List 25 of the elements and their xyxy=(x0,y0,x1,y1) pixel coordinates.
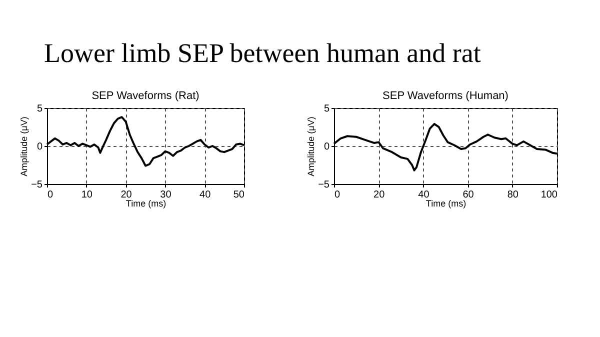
chart-title: SEP Waveforms (Human) xyxy=(382,90,508,102)
x-tick-label: 40 xyxy=(200,190,212,200)
y-tick-label: 5 xyxy=(36,104,43,114)
y-tick-label: −5 xyxy=(31,180,43,190)
x-tick-label: 20 xyxy=(374,190,386,200)
y-axis-title: Amplitude (μV) xyxy=(306,116,316,176)
x-tick-label: 80 xyxy=(507,190,519,200)
x-tick-label: 60 xyxy=(462,190,474,200)
x-tick-label: 0 xyxy=(48,190,54,200)
y-tick-label: −5 xyxy=(318,180,330,190)
x-tick-label: 50 xyxy=(233,190,245,200)
x-tick-label: 30 xyxy=(160,190,172,200)
x-tick-label: 40 xyxy=(418,190,430,200)
x-axis-title: Time (ms) xyxy=(126,198,166,208)
y-axis-title: Amplitude (μV) xyxy=(19,116,30,176)
x-tick-label: 20 xyxy=(120,190,132,200)
x-tick-label: 0 xyxy=(334,190,340,200)
chart-title: SEP Waveforms (Rat) xyxy=(92,90,200,102)
x-tick-label: 100 xyxy=(540,190,558,200)
y-tick-label: 0 xyxy=(324,142,330,152)
x-tick-label: 10 xyxy=(81,190,93,200)
y-tick-label: 5 xyxy=(324,104,330,114)
text: Lower limb SEP between human and rat xyxy=(44,38,482,70)
y-tick-label: 0 xyxy=(36,142,43,152)
x-axis-title: Time (ms) xyxy=(426,198,466,208)
